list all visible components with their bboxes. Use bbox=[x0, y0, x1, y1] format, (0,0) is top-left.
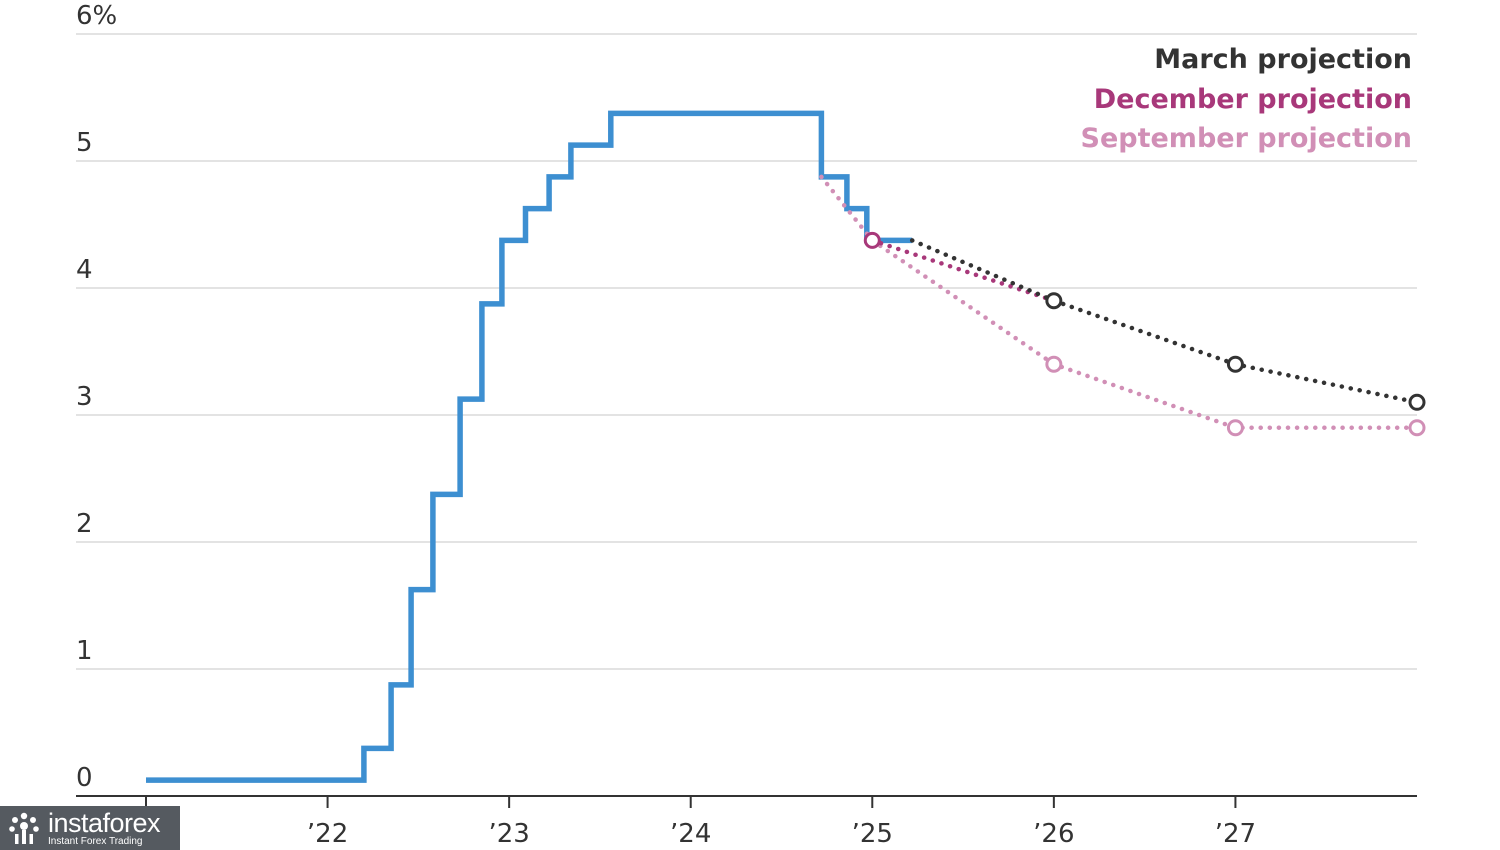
march-projection-line bbox=[909, 238, 1420, 405]
marker-layer bbox=[863, 231, 1426, 437]
x-tick-label-2024: ’24 bbox=[670, 819, 711, 849]
legend: March projection December projection Sep… bbox=[1081, 40, 1413, 159]
y-tick-label-1: 1 bbox=[76, 636, 93, 666]
series-layer bbox=[146, 110, 1420, 783]
watermark: instaforex Instant Forex Trading bbox=[0, 806, 180, 850]
y-tick-label-0: 0 bbox=[76, 763, 93, 793]
y-tick-label-6: 6% bbox=[76, 1, 117, 31]
gridlines bbox=[76, 33, 1417, 670]
x-tick-label-2026: ’26 bbox=[1033, 819, 1074, 849]
y-axis-ticks: 0 1 2 3 4 5 6% bbox=[76, 1, 117, 793]
march-projection-marker-1 bbox=[1226, 355, 1244, 373]
y-tick-label-3: 3 bbox=[76, 382, 93, 412]
x-tick-label-2023: ’23 bbox=[488, 819, 529, 849]
legend-september: September projection bbox=[1080, 123, 1413, 154]
legend-march: March projection bbox=[1154, 44, 1412, 75]
instaforex-logo-icon bbox=[6, 810, 42, 846]
watermark-brand: instaforex bbox=[48, 807, 161, 838]
watermark-tagline: Instant Forex Trading bbox=[48, 835, 143, 847]
september-projection-marker-0 bbox=[1045, 355, 1063, 373]
legend-december: December projection bbox=[1093, 83, 1412, 115]
actual-rate-line bbox=[146, 110, 913, 783]
y-tick-label-5: 5 bbox=[76, 128, 93, 158]
y-tick-label-4: 4 bbox=[76, 255, 93, 285]
x-tick-label-2025: ’25 bbox=[852, 819, 893, 849]
september-projection-marker-2 bbox=[1408, 419, 1426, 437]
x-tick-label-2022: ’22 bbox=[307, 819, 348, 849]
x-axis-ticks: ’21’22’23’24’25’26’27 bbox=[125, 796, 1256, 849]
september-projection-marker-1 bbox=[1226, 419, 1244, 437]
december-projection-marker-0 bbox=[863, 231, 881, 249]
december-projection-line bbox=[870, 238, 1057, 303]
march-projection-marker-0 bbox=[1045, 292, 1063, 310]
x-tick-label-2027: ’27 bbox=[1215, 819, 1256, 849]
september-projection-line bbox=[819, 174, 1420, 430]
y-tick-label-2: 2 bbox=[76, 509, 93, 539]
march-projection-marker-2 bbox=[1408, 393, 1426, 411]
